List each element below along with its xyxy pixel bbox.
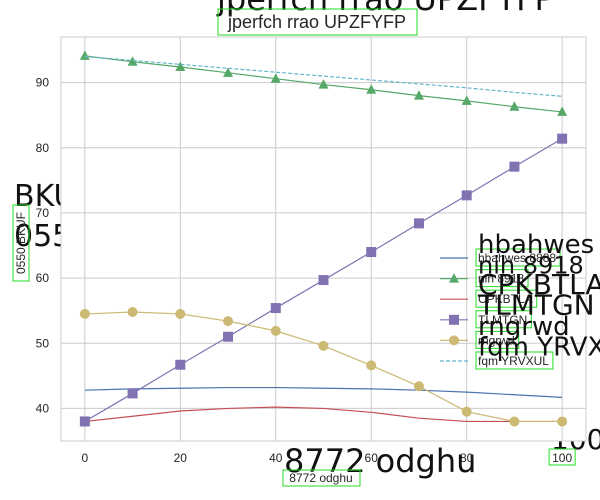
data-point xyxy=(366,247,377,258)
y-tick-label: 80 xyxy=(36,141,50,155)
legend-label: rngrwd xyxy=(478,333,515,347)
tick-labels: 40 50 60 70 80 90 0 20 40 60 80 100 xyxy=(36,76,576,466)
x-axis-label-box xyxy=(282,469,361,487)
y-tick-label: 40 xyxy=(36,401,50,415)
legend-label-box xyxy=(475,351,554,370)
x-tick-label: 80 xyxy=(460,451,474,465)
data-point xyxy=(461,95,472,105)
data-point xyxy=(318,275,329,286)
legend-label-box xyxy=(475,269,529,288)
data-point xyxy=(79,416,90,427)
data-point xyxy=(79,308,90,319)
series-3 xyxy=(79,133,568,427)
legend-label-ghost: fqm YRVXUL xyxy=(478,333,600,363)
data-point xyxy=(413,381,424,392)
data-point xyxy=(270,73,281,83)
data-point xyxy=(270,303,281,314)
data-point xyxy=(127,56,138,66)
x-tick-label: 100 xyxy=(552,451,572,465)
data-point xyxy=(223,331,234,342)
x-tick-label: 0 xyxy=(82,451,89,465)
x-tick-label: 20 xyxy=(174,451,188,465)
legend-label-box xyxy=(475,330,520,349)
legend-label: fqm YRVXUL xyxy=(478,354,549,368)
legend-label: hbahwes 8888 xyxy=(478,251,556,265)
data-point xyxy=(175,308,186,319)
legend-label-ghost: hbahwes 8888 xyxy=(478,230,600,260)
legend-item: hbahwes 8888 xyxy=(440,248,561,267)
chart-title: jperfch rrao UPZFYFP xyxy=(227,12,406,32)
series-group xyxy=(79,50,568,427)
data-point xyxy=(318,340,329,351)
y-axis-label-box xyxy=(12,204,30,282)
series-line xyxy=(84,55,563,97)
legend-item: nih 8918 xyxy=(440,269,529,288)
data-point xyxy=(461,406,472,417)
data-point xyxy=(366,360,377,371)
legend-label-box xyxy=(475,248,561,267)
data-point xyxy=(127,306,138,317)
legend-label-box xyxy=(475,289,538,308)
legend-item: rngrwd xyxy=(440,330,520,349)
legend-item: CPKBTLA xyxy=(440,289,538,308)
x-axis-label-ghost: 8772 odghu xyxy=(284,442,476,480)
x-tick-label: 60 xyxy=(365,451,379,465)
legend-label-ghost: TLMTGN xyxy=(477,289,595,322)
series-4 xyxy=(79,306,568,427)
data-point xyxy=(557,133,568,144)
series-line xyxy=(84,406,563,423)
series-2 xyxy=(84,406,563,423)
data-point xyxy=(413,90,424,100)
legend-label-ghost: CPKBTLA xyxy=(478,268,600,301)
data-point xyxy=(79,50,90,60)
legend-item: TLMTGN xyxy=(440,310,532,329)
legend-marker xyxy=(449,314,459,325)
y-axis-label: 0550 BKUF xyxy=(14,212,28,274)
x-tick-label-box xyxy=(548,448,576,466)
series-5 xyxy=(84,55,563,97)
y-tick-label: 70 xyxy=(36,206,50,220)
legend-label-ghost: nih 8918 xyxy=(478,252,584,280)
legend-marker xyxy=(449,273,459,283)
data-point xyxy=(509,416,520,427)
data-point xyxy=(413,218,424,229)
y-tick-label: 60 xyxy=(36,271,50,285)
series-line xyxy=(84,386,563,398)
legend-label: CPKBTLA xyxy=(478,292,533,306)
legend-marker xyxy=(449,335,459,346)
legend-label-ghost: rngrwd xyxy=(478,312,570,342)
legend-label-box xyxy=(475,310,532,329)
y-tick-label: 50 xyxy=(36,336,50,350)
legend-label: nih 8918 xyxy=(478,272,524,286)
data-point xyxy=(318,79,329,89)
data-point xyxy=(270,325,281,336)
data-point xyxy=(509,101,520,111)
data-point xyxy=(175,61,186,71)
x-axis-label: 8772 odghu xyxy=(289,471,352,485)
grid xyxy=(61,37,586,441)
data-point xyxy=(366,84,377,94)
data-point xyxy=(223,67,234,77)
data-point xyxy=(509,161,520,172)
data-point xyxy=(127,388,138,399)
data-point xyxy=(223,316,234,327)
legend-item: fqm YRVXUL xyxy=(440,351,554,370)
series-0 xyxy=(84,386,563,398)
chart-title-box xyxy=(217,8,418,36)
data-point xyxy=(175,359,186,370)
y-tick-label: 90 xyxy=(36,76,50,90)
data-point xyxy=(557,106,568,116)
series-1 xyxy=(79,50,568,116)
data-point xyxy=(557,416,568,427)
legend-label: TLMTGN xyxy=(478,313,527,327)
x-tick-label: 40 xyxy=(269,451,283,465)
data-point xyxy=(461,190,472,201)
